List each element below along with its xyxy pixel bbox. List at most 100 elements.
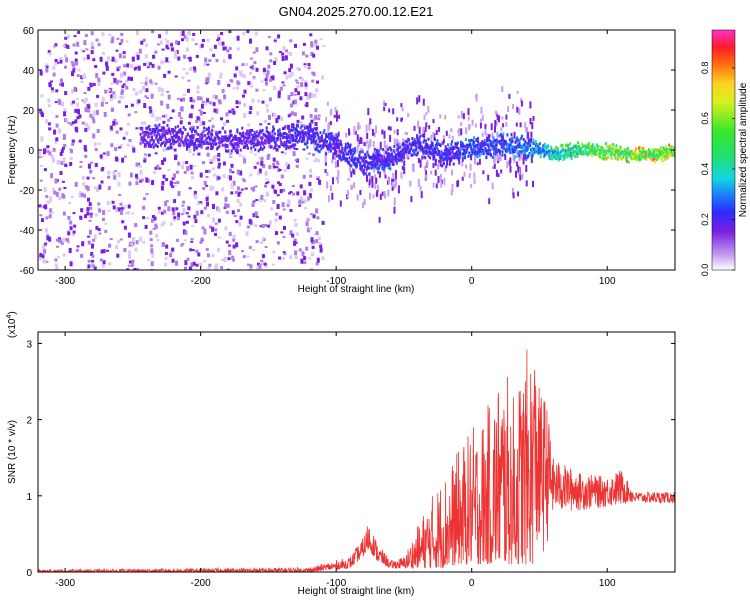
noise-speckle — [199, 172, 203, 178]
ridge-cell — [253, 135, 256, 139]
spread-speckle — [376, 168, 379, 172]
ridge-cell — [190, 138, 193, 142]
noise-speckle — [82, 175, 85, 180]
noise-speckle — [144, 95, 148, 98]
noise-speckle — [266, 69, 270, 75]
noise-speckle — [145, 177, 149, 183]
noise-speckle — [189, 164, 193, 170]
spread-speckle — [364, 141, 367, 147]
noise-speckle — [84, 214, 88, 219]
noise-speckle — [55, 89, 59, 93]
colorbar-tick-label: 0.4 — [700, 163, 710, 176]
ridge-cell — [447, 156, 449, 160]
ridge-cell — [321, 145, 324, 149]
noise-speckle — [271, 75, 275, 81]
noise-speckle — [242, 255, 246, 259]
ridge-cell — [476, 155, 479, 159]
noise-speckle — [86, 105, 90, 109]
ridge-cell — [316, 143, 319, 147]
ridge-cell — [607, 151, 610, 155]
spread-speckle — [332, 177, 334, 185]
spread-speckle — [420, 191, 423, 199]
spread-speckle — [444, 115, 447, 120]
noise-speckle — [298, 248, 302, 252]
ridge-cell — [316, 148, 319, 152]
noise-speckle — [45, 228, 48, 233]
ridge-cell — [306, 139, 309, 143]
noise-speckle — [246, 255, 250, 258]
ridge-cell — [377, 170, 380, 174]
ridge-cell — [182, 143, 185, 147]
spread-speckle — [498, 154, 501, 162]
ridge-cell — [166, 124, 169, 127]
ridge-cell — [168, 127, 171, 131]
ridge-cell — [486, 136, 489, 140]
noise-speckle — [171, 109, 175, 113]
ridge-cell — [396, 143, 399, 147]
ridge-cell — [282, 132, 285, 135]
ridge-cell — [267, 132, 270, 135]
noise-speckle — [160, 185, 164, 191]
ridge-cell — [645, 157, 648, 161]
ridge-cell — [340, 158, 343, 162]
noise-speckle — [97, 81, 101, 86]
noise-speckle — [296, 119, 300, 123]
ridge-cell — [539, 155, 542, 159]
noise-speckle — [132, 88, 136, 91]
ridge-cell — [207, 146, 210, 150]
ridge-cell — [411, 137, 414, 140]
ridge-cell — [264, 135, 267, 139]
ridge-cell — [652, 151, 654, 155]
noise-speckle — [236, 47, 240, 51]
noise-speckle — [121, 96, 125, 99]
ridge-cell — [610, 151, 613, 155]
noise-speckle — [175, 260, 178, 266]
ridge-cell — [415, 145, 418, 149]
ridge-cell — [239, 137, 242, 141]
noise-speckle — [87, 240, 91, 245]
noise-speckle — [265, 46, 269, 51]
ridge-cell — [416, 134, 419, 138]
noise-speckle — [206, 79, 210, 84]
noise-speckle — [287, 124, 290, 130]
noise-speckle — [121, 157, 125, 163]
noise-speckle — [46, 145, 50, 149]
spread-speckle — [333, 114, 336, 118]
noise-speckle — [206, 152, 210, 157]
spread-speckle — [407, 154, 410, 158]
ridge-cell — [321, 134, 323, 138]
spread-speckle — [529, 101, 532, 109]
noise-speckle — [73, 86, 77, 91]
ridge-cell — [194, 129, 197, 133]
ridge-cell — [331, 135, 334, 139]
noise-speckle — [206, 39, 210, 42]
ridge-cell — [465, 143, 468, 147]
noise-speckle — [140, 82, 144, 85]
ridge-cell — [375, 154, 378, 158]
ridge-cell — [334, 142, 336, 146]
spread-speckle — [378, 216, 381, 223]
noise-speckle — [75, 102, 79, 107]
noise-speckle — [212, 94, 216, 99]
ridge-cell — [310, 129, 313, 133]
noise-speckle — [201, 226, 205, 230]
noise-speckle — [256, 111, 260, 116]
noise-speckle — [321, 256, 325, 261]
spread-speckle — [363, 142, 366, 146]
spectrogram-y-tick-label: 20 — [23, 106, 35, 117]
spread-speckle — [393, 197, 396, 206]
ridge-cell — [459, 151, 462, 155]
noise-speckle — [299, 96, 303, 101]
noise-speckle — [192, 99, 196, 103]
noise-speckle — [183, 170, 187, 174]
ridge-cell — [340, 143, 343, 147]
ridge-cell — [425, 139, 428, 143]
noise-speckle — [316, 80, 319, 84]
spread-speckle — [419, 185, 422, 191]
noise-speckle — [45, 67, 49, 73]
noise-speckle — [278, 51, 282, 53]
ridge-cell — [434, 144, 437, 147]
noise-speckle — [223, 259, 227, 263]
ridge-cell — [260, 130, 262, 134]
ridge-cell — [543, 149, 545, 153]
